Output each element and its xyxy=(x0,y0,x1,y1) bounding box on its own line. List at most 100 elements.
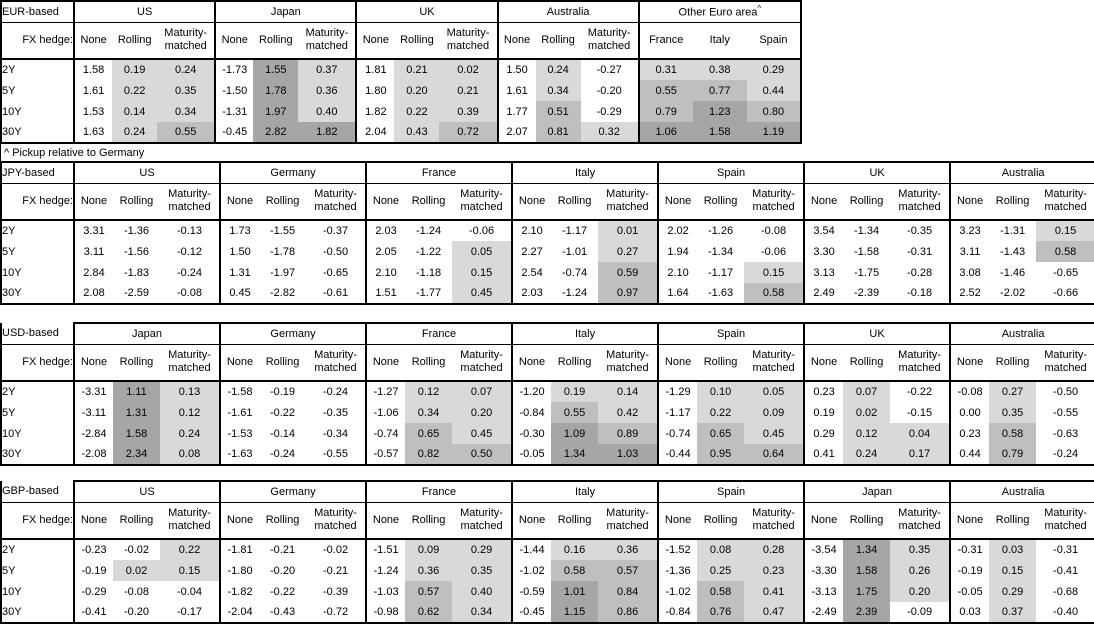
value-cell: 1.61 xyxy=(496,80,536,101)
value-cell: -1.02 xyxy=(657,581,698,602)
value-cell: 0.12 xyxy=(405,381,453,402)
value-cell: 3.31 xyxy=(73,220,113,241)
value-cell: 0.82 xyxy=(405,444,453,466)
value-cell: 0.35 xyxy=(989,402,1037,423)
value-cell: -0.45 xyxy=(214,122,254,144)
value-cell: 0.44 xyxy=(949,444,990,466)
value-cell: -0.02 xyxy=(322,544,349,556)
value-cell: 0.65 xyxy=(697,423,745,444)
country-group-header: Japan xyxy=(214,0,357,23)
value-cell: -0.30 xyxy=(511,423,552,444)
value-cell: 1.01 xyxy=(551,581,599,602)
hedge-column-header: Maturity-matched xyxy=(890,502,951,540)
value-cell: 1.11 xyxy=(113,381,160,402)
hedge-column-header: Rolling xyxy=(697,183,745,221)
value-cell: 2.52 xyxy=(949,283,990,305)
value-cell: 0.55 xyxy=(637,80,693,101)
value-cell: -1.20 xyxy=(511,381,552,402)
value-cell: -1.77 xyxy=(405,283,453,305)
value-cell: -1.43 xyxy=(1000,245,1026,258)
value-cell: 0.03 xyxy=(949,602,990,624)
hedge-column-header: Rolling xyxy=(259,502,307,540)
value-cell: -1.52 xyxy=(657,539,698,560)
data-row: 10Y 2.84 -1.83 -0.24 1.31 -1.97 -0.65 2.10 -1.18… xyxy=(0,262,1094,283)
country-group-name: UK xyxy=(869,327,885,340)
data-row: 2Y 1.58 0.19 0.24 -1.73 1.55 0.37 1.81 0.21 0.02 1… xyxy=(0,59,803,80)
hedge-column-header: None xyxy=(73,22,113,60)
value-cell: -1.17 xyxy=(657,402,698,423)
value-cell: 1.19 xyxy=(746,122,803,144)
value-cell: -1.97 xyxy=(269,266,296,279)
value-cell: 0.27 xyxy=(598,241,659,262)
value-cell: 0.65 xyxy=(405,423,453,444)
hedge-column-header: Rolling xyxy=(113,344,160,382)
country-group-header: France xyxy=(365,480,513,503)
data-row: 2Y -3.31 1.11 0.13 -1.58 -0.19 -0.24 -1.27 0.12 0… xyxy=(0,381,1094,402)
hedge-column-header: None xyxy=(511,344,552,382)
hedge-column-header: Rolling xyxy=(697,502,745,540)
tenor-label: 30Y xyxy=(0,444,74,466)
value-cell: 2.34 xyxy=(113,444,160,466)
value-cell: 1.81 xyxy=(355,59,395,80)
value-cell: -0.02 xyxy=(123,544,150,556)
value-cell: -1.78 xyxy=(269,245,296,258)
value-cell: 0.20 xyxy=(890,581,951,602)
section-table-usd: USD-based Japan Germany France Italy Spain UK A… xyxy=(0,322,1094,466)
country-group-name: Germany xyxy=(270,485,316,498)
value-cell: 0.81 xyxy=(535,122,581,144)
hedge-column-header: None xyxy=(496,22,536,60)
country-group-name: UK xyxy=(869,166,885,179)
value-cell: 0.22 xyxy=(160,539,221,560)
country-group-name: US xyxy=(139,485,155,498)
hedge-column-header: Rolling xyxy=(697,344,745,382)
hedge-column-header: Maturity-matched xyxy=(306,183,367,221)
country-group-header: Australia xyxy=(496,0,639,23)
value-cell: 0.14 xyxy=(112,101,158,122)
section-table-eur: EUR-based US Japan UK Australia Other Euro ar… xyxy=(0,0,803,144)
value-cell: 1.75 xyxy=(843,581,891,602)
country-group-header: US xyxy=(72,161,221,184)
hedge-column-header: Rolling xyxy=(405,183,453,221)
value-cell: 0.38 xyxy=(692,59,747,80)
value-cell: 0.62 xyxy=(405,602,453,624)
value-cell: -0.74 xyxy=(365,423,406,444)
value-cell: 0.95 xyxy=(697,444,745,466)
fx-hedge-label: FX hedge: xyxy=(0,344,74,382)
value-cell: 0.00 xyxy=(949,402,990,423)
country-column-header: Italy xyxy=(692,22,747,60)
hedge-column-header: None xyxy=(511,502,552,540)
value-cell: 0.58 xyxy=(697,581,745,602)
value-cell: 0.44 xyxy=(746,80,803,101)
value-cell: 2.84 xyxy=(73,262,113,283)
hedge-column-header: Maturity-matched xyxy=(306,344,367,382)
hedge-column-header: Maturity-matched xyxy=(744,502,805,540)
value-cell: -2.08 xyxy=(73,444,113,466)
tenor-label: 5Y xyxy=(0,80,75,101)
hedge-column-header: None xyxy=(949,183,990,221)
value-cell: 0.29 xyxy=(989,581,1037,602)
fx-hedge-label: FX hedge: xyxy=(0,502,74,540)
value-cell: 0.55 xyxy=(157,122,216,144)
value-cell: -0.09 xyxy=(890,602,951,624)
value-cell: 2.03 xyxy=(365,220,406,241)
value-cell: -0.61 xyxy=(306,283,367,305)
value-cell: 0.79 xyxy=(637,101,693,122)
section-title: GBP-based xyxy=(0,481,74,503)
value-cell: 0.34 xyxy=(405,402,453,423)
hedge-column-header: Maturity-matched xyxy=(298,22,357,60)
hedge-column-header: None xyxy=(365,183,406,221)
value-cell: 2.03 xyxy=(511,283,552,305)
value-cell: -1.83 xyxy=(123,266,150,279)
tenor-label: 2Y xyxy=(0,539,74,560)
value-cell: 0.24 xyxy=(112,122,158,144)
data-row: 30Y 2.08 -2.59 -0.08 0.45 -2.82 -0.61 1.51 -1.77… xyxy=(0,283,1094,305)
tenor-label: 10Y xyxy=(0,581,74,602)
value-cell: 3.23 xyxy=(949,220,990,241)
value-cell: 0.45 xyxy=(744,423,805,444)
value-cell: -0.41 xyxy=(1036,560,1094,581)
hedge-column-header: Maturity-matched xyxy=(306,502,367,540)
hedge-column-header: Rolling xyxy=(989,502,1037,540)
hedge-column-header: Maturity-matched xyxy=(1036,183,1094,221)
country-group-header: US xyxy=(73,0,216,23)
value-cell: 0.20 xyxy=(394,80,440,101)
